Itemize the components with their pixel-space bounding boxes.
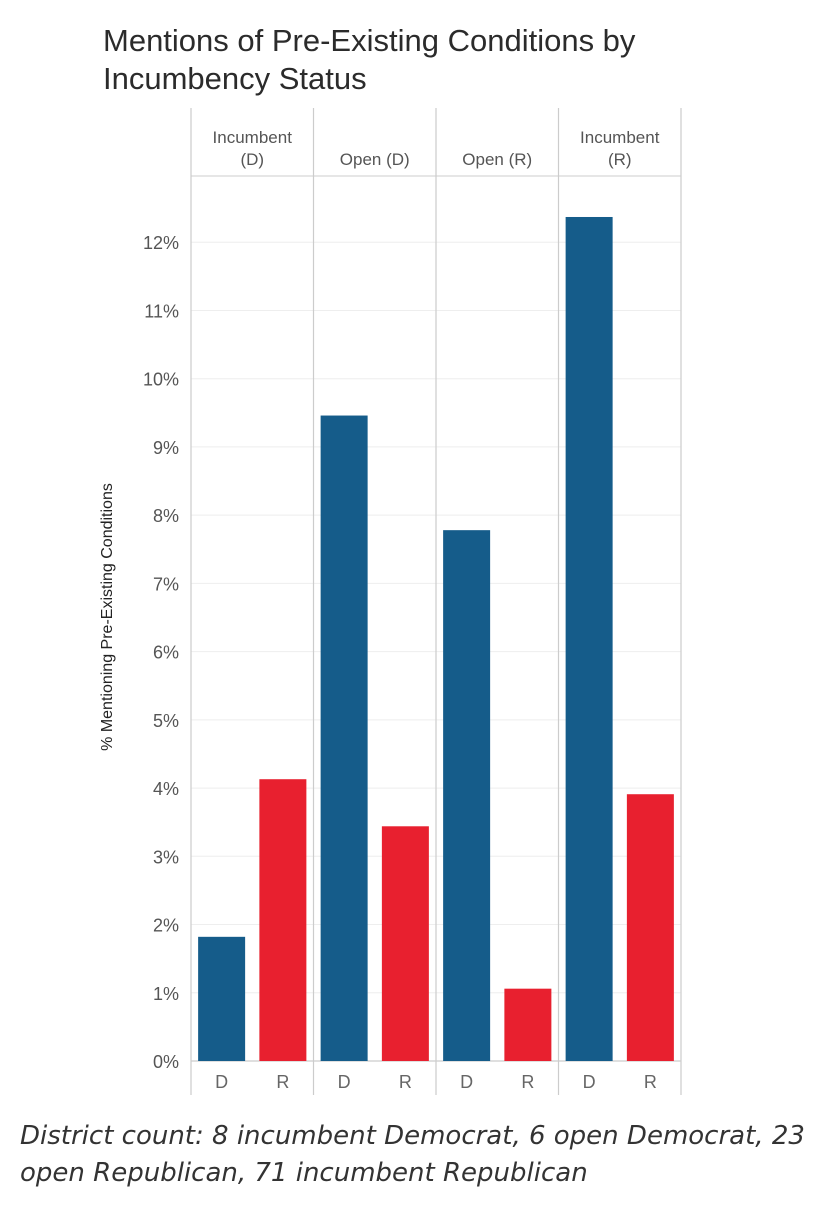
y-tick-label: 0% (153, 1052, 179, 1072)
x-tick-label: R (644, 1072, 657, 1092)
y-tick-label: 11% (144, 301, 179, 321)
x-tick-label: R (521, 1072, 534, 1092)
y-tick-label: 6% (153, 643, 179, 663)
panel-label: Open (D) (340, 150, 410, 169)
panel-label: Incumbent (580, 128, 660, 147)
y-tick-label: 8% (153, 506, 179, 526)
y-tick-label: 1% (153, 984, 179, 1004)
chart-caption: District count: 8 incumbent Democrat, 6 … (20, 1121, 805, 1188)
y-tick-label: 7% (153, 574, 179, 594)
bar-R (504, 988, 552, 1061)
panel-label: Incumbent (213, 128, 293, 147)
bar-D (443, 530, 491, 1061)
y-tick-label: 12% (143, 233, 179, 253)
chart: 0% 1% 2% 3% 4% 5% 6% 7% 8% 9% 10% 11% 12% % Mentionin… (99, 108, 682, 1095)
y-tick-label: 9% (153, 438, 179, 458)
y-tick-label: 5% (153, 711, 179, 731)
bar-D (320, 415, 368, 1061)
panel-label: (D) (240, 150, 264, 169)
x-tick-label: D (215, 1072, 228, 1092)
panel-label: (R) (608, 150, 632, 169)
x-tick-label: D (583, 1072, 596, 1092)
bar-R (626, 794, 674, 1061)
y-tick-label: 4% (153, 779, 179, 799)
y-axis-label: % Mentioning Pre-Existing Conditions (99, 483, 116, 751)
y-tick-label: 3% (153, 847, 179, 867)
bar-D (198, 936, 246, 1061)
y-tick-label: 10% (143, 370, 179, 390)
bar-D (565, 216, 613, 1062)
bar-R (381, 826, 429, 1061)
bar-R (259, 779, 307, 1061)
x-tick-label: R (276, 1072, 289, 1092)
x-tick-label: D (460, 1072, 473, 1092)
x-tick-label: R (399, 1072, 412, 1092)
x-tick-label: D (338, 1072, 351, 1092)
panel-label: Open (R) (462, 150, 532, 169)
y-tick-label: 2% (153, 916, 179, 936)
chart-title: Mentions of Pre-Existing Conditions by I… (103, 23, 636, 96)
